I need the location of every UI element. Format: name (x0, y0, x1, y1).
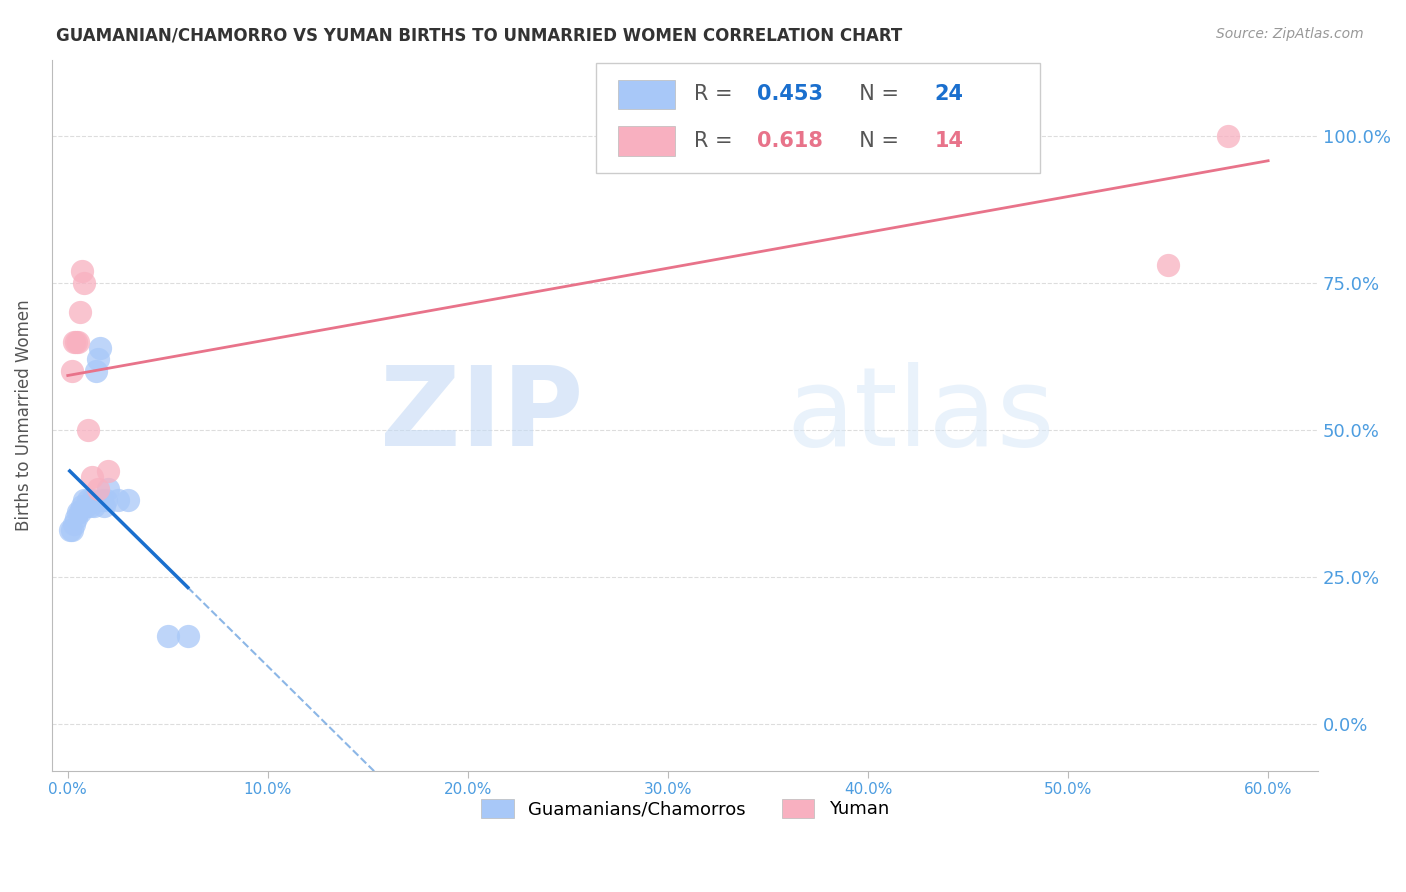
Point (97, 482, 120, 496)
Bar (617, 79, 675, 110)
Point (97, 464, 120, 478)
Point (817, 146, 839, 161)
Point (80, 493, 103, 508)
Point (84, 364, 107, 378)
Text: ZIP: ZIP (380, 361, 583, 468)
Point (76, 493, 98, 508)
Point (60, 364, 83, 378)
Text: N =: N = (846, 85, 905, 104)
Point (1157, 258, 1180, 272)
Point (65, 334, 87, 349)
Point (66, 505, 89, 519)
Point (87, 352, 110, 367)
Y-axis label: Births to Unmarried Women: Births to Unmarried Women (15, 300, 32, 531)
Point (156, 628, 179, 642)
Point (177, 628, 200, 642)
Point (59, 523, 82, 537)
Point (1216, 128, 1239, 143)
Point (75, 500, 97, 514)
FancyBboxPatch shape (596, 63, 1039, 173)
Point (69, 305, 91, 319)
Legend: Guamanians/Chamorros, Yuman: Guamanians/Chamorros, Yuman (474, 792, 896, 826)
Text: R =: R = (693, 130, 740, 151)
Point (80, 470, 103, 484)
Point (76, 423, 98, 437)
Point (83, 500, 105, 514)
Point (65, 511, 87, 525)
Point (73, 493, 96, 508)
Text: 0.618: 0.618 (756, 130, 823, 151)
Text: Source: ZipAtlas.com: Source: ZipAtlas.com (1216, 27, 1364, 41)
Point (90, 493, 112, 508)
Point (79, 500, 101, 514)
Point (94, 493, 117, 508)
Point (69, 505, 91, 519)
Text: 14: 14 (935, 130, 963, 151)
Bar (617, 126, 675, 155)
Point (93, 500, 115, 514)
Text: N =: N = (846, 130, 905, 151)
Point (107, 493, 129, 508)
Point (60, 523, 83, 537)
Point (117, 493, 139, 508)
Point (87, 482, 110, 496)
Point (89, 341, 111, 355)
Text: atlas: atlas (786, 361, 1054, 468)
Point (62, 334, 84, 349)
Point (62, 516, 84, 531)
Point (73, 276, 96, 290)
Text: R =: R = (693, 85, 740, 104)
Text: 24: 24 (935, 85, 963, 104)
Point (66, 334, 89, 349)
Point (70, 500, 93, 514)
Point (70, 264, 93, 278)
Text: GUAMANIAN/CHAMORRO VS YUMAN BIRTHS TO UNMARRIED WOMEN CORRELATION CHART: GUAMANIAN/CHAMORRO VS YUMAN BIRTHS TO UN… (56, 27, 903, 45)
Text: 0.453: 0.453 (756, 85, 823, 104)
